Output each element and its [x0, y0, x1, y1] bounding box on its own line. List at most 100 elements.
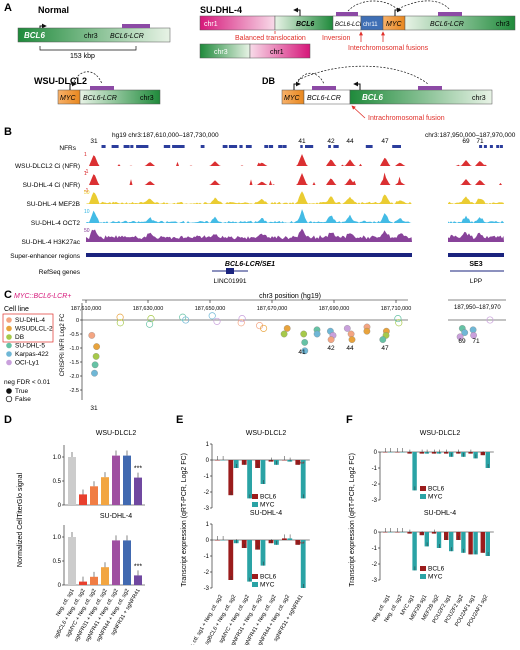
c-ytick-label: -2.0	[70, 374, 79, 380]
c-ytick-label: -1.5	[70, 360, 79, 366]
c-point-open	[214, 318, 220, 324]
panel_e-ytick-label: 0	[206, 458, 210, 464]
c-point-label: 71	[472, 338, 480, 345]
panel_e-ytick-label: 1	[206, 522, 210, 528]
normal-title: Normal	[38, 5, 69, 15]
normal-lcr-label: BCL6-LCR	[110, 33, 144, 40]
panel_f-bar-bcl6	[468, 452, 472, 454]
track-scale-top: 1	[84, 171, 87, 177]
panel_f-bar-bcl6	[420, 532, 424, 535]
se3-label: SE3	[469, 261, 482, 268]
refseq-label: RefSeq genes	[39, 269, 81, 276]
panel_f-ytick-label: 0	[374, 530, 378, 536]
panel-c: C MYC::BCL6-LCR+ chr3 position (hg19) 18…	[3, 289, 506, 412]
wsu-myc-label: MYC	[60, 95, 77, 102]
panel_e-bar-bcl6	[228, 460, 233, 495]
sudhl4-chr3b-label: chr3	[214, 49, 228, 56]
cell-line-name: SU-DHL-4	[15, 317, 45, 324]
panel-f-letter: F	[346, 414, 353, 426]
panel_e-bar-bcl6	[255, 540, 260, 550]
c-point	[92, 362, 98, 368]
c-point	[284, 325, 290, 331]
sudhl4-diagram: SU-DHL-4 chr1 BCL6 BCL6-LCR chr11 MYC BC…	[200, 1, 515, 58]
panel_e-bar-bcl6	[269, 540, 274, 543]
normal-distance: 153 kbp	[70, 53, 95, 60]
panel_e-legend-bcl6: BCL6	[260, 574, 277, 581]
panel_e-sig: ***	[297, 542, 305, 548]
panel-c-ylabel: CRISPRi NFR Log2 FC	[60, 313, 66, 376]
c-point-label: 41	[298, 349, 306, 356]
panel_e-bar-bcl6	[242, 540, 247, 548]
fdr-true-label: True	[15, 388, 29, 395]
panel_e-bar-myc	[287, 538, 292, 540]
c-point	[344, 325, 350, 331]
d-ytick-label: 0	[58, 583, 62, 589]
panel-d-letter: D	[4, 414, 12, 426]
panel_e-bar-bcl6	[255, 460, 260, 468]
d-bar	[79, 494, 87, 505]
panel_f-bar-myc	[425, 452, 429, 454]
d-bar	[112, 540, 120, 585]
panel_f-ytick-label: -3	[372, 578, 378, 584]
cell-line-name: Karpas-422	[15, 351, 49, 358]
panel_f-bar-myc	[437, 452, 441, 454]
cell-line-name: DB	[15, 334, 24, 341]
nfr-number: 47	[381, 138, 389, 145]
c-point-label: 42	[327, 345, 335, 352]
intrachrom-label: Intrachromosomal fusion	[368, 115, 445, 122]
coord-right: chr3:187,950,000–187,970,000	[425, 132, 516, 139]
nfr-mark	[305, 145, 308, 148]
c-point	[328, 336, 334, 342]
normal-chr3-label: chr3	[84, 33, 98, 40]
panel_f-legend-bcl6: BCL6	[428, 486, 445, 493]
panel_f-bar-bcl6	[444, 452, 448, 454]
panel_f-bar-myc	[486, 452, 490, 468]
c-xtick-label: 187,690,000	[319, 306, 350, 312]
loop-arc-icon	[298, 66, 428, 84]
normal-distance-bracket	[40, 46, 136, 50]
c-point-open	[209, 313, 215, 319]
panel_f-ytick-label: -3	[372, 498, 378, 504]
nfr-mark	[264, 145, 268, 148]
panel_e-bar-myc	[287, 460, 292, 462]
wsu-lcr-label: BCL6-LCR	[83, 95, 117, 102]
panel_f-bar-myc	[425, 532, 429, 546]
d-ytick-label: 0.5	[53, 479, 62, 485]
sudhl4-myc-label: MYC	[386, 21, 403, 28]
track-label: SU-DHL-4 Ci (NFR)	[23, 182, 80, 189]
d-sig: ***	[134, 466, 142, 473]
panel_f-legend-myc-swatch	[420, 574, 426, 579]
panel_f-bar-bcl6	[456, 452, 460, 454]
panel_e-legend-bcl6-swatch	[252, 574, 258, 579]
panel-f-bottom-title: SU-DHL-4	[424, 510, 456, 517]
d-bar	[134, 478, 142, 505]
nfr-mark	[484, 145, 487, 148]
panel-e-bottom-title: SU-DHL-4	[250, 510, 282, 517]
panel_e-ytick-label: -2	[204, 490, 210, 496]
panel_e-bar-myc	[274, 540, 279, 545]
d-ytick-label: 0.5	[53, 559, 62, 565]
c-xtick-label: 187,710,000	[381, 306, 412, 312]
d-ytick-label: 1.0	[53, 535, 62, 541]
normal-bcl6-label: BCL6	[24, 31, 45, 40]
nfr-mark	[233, 145, 237, 148]
panel_e-bar-myc	[274, 460, 279, 465]
d-bar	[68, 537, 76, 585]
panel_e-bar-bcl6	[269, 460, 274, 462]
c-xtick-label: 187,650,000	[195, 306, 226, 312]
panel_e-ytick-label: 1	[206, 442, 210, 448]
wsu-lcr-marker	[90, 86, 114, 90]
se1-bar	[86, 253, 412, 257]
super-enhancer-label: Super-enhancer regions	[10, 253, 80, 260]
panel-e-bars: 10-1-2-3***BCL6MYC10-1-2-3***BCL6MYCNeg.…	[185, 442, 310, 645]
panel_e-ytick-label: 0	[206, 538, 210, 544]
cell-line-swatch	[6, 351, 12, 357]
track-scale-top: 10	[84, 209, 90, 215]
cell-line-swatch	[6, 343, 12, 349]
track-signal-1-1	[448, 179, 504, 185]
nfr-mark	[500, 145, 503, 148]
track-signal-0-0	[86, 154, 412, 166]
cell-line-name: WSUDLCL-2	[15, 326, 53, 333]
